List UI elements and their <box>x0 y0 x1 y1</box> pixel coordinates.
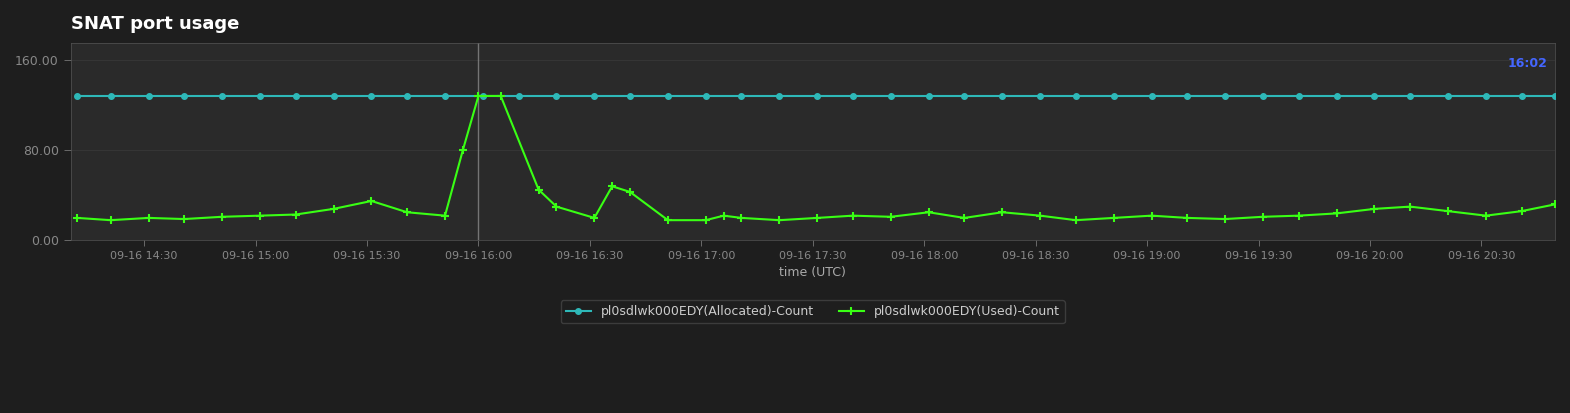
X-axis label: time (UTC): time (UTC) <box>779 266 846 280</box>
Legend: pl0sdlwk000EDY(Allocated)-Count, pl0sdlwk000EDY(Used)-Count: pl0sdlwk000EDY(Allocated)-Count, pl0sdlw… <box>560 300 1064 323</box>
Text: 16:02: 16:02 <box>1507 57 1548 70</box>
Text: SNAT port usage: SNAT port usage <box>71 15 239 33</box>
